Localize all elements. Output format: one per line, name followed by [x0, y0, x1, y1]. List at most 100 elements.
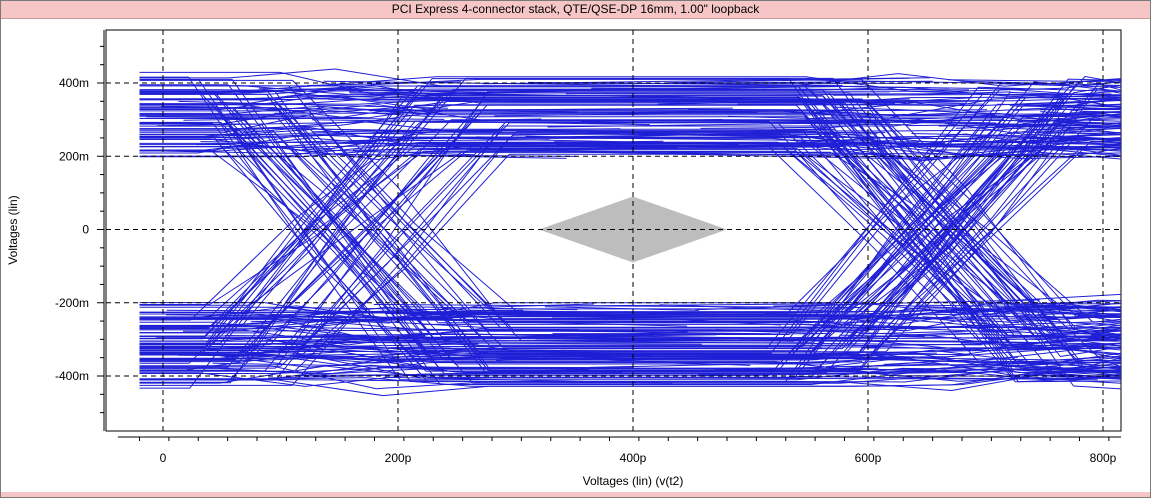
eye-trace — [668, 152, 963, 159]
eye-trace — [700, 126, 827, 129]
eye-trace — [166, 309, 612, 314]
eye-trace — [323, 80, 749, 88]
eye-trace — [773, 299, 1040, 307]
y-tick-label: 0 — [82, 223, 89, 237]
eye-trace — [883, 113, 1104, 120]
eye-trace — [311, 119, 650, 126]
eye-trace — [139, 151, 1121, 312]
eye-trace — [911, 133, 1037, 137]
eye-trace — [195, 137, 440, 146]
eye-trace — [714, 363, 949, 371]
eye-trace — [416, 367, 879, 375]
x-tick-label: 400p — [620, 451, 647, 465]
eye-trace — [512, 128, 836, 136]
eye-trace — [139, 128, 1121, 383]
eye-trace — [139, 140, 1121, 348]
eye-trace — [345, 347, 646, 352]
eye-trace — [399, 306, 578, 311]
eye-trace — [139, 126, 1121, 387]
eye-trace — [588, 119, 1005, 124]
eye-trace — [803, 123, 908, 126]
eye-trace — [1043, 366, 1121, 373]
eye-trace — [166, 150, 567, 159]
eye-trace — [200, 141, 583, 146]
eye-trace — [193, 319, 344, 327]
eye-trace — [426, 146, 778, 152]
eye-trace — [165, 314, 423, 319]
eye-trace — [895, 327, 1022, 334]
eye-trace — [710, 339, 1027, 343]
eye-trace — [1017, 118, 1121, 123]
eye-trace — [1038, 127, 1121, 135]
eye-trace — [1073, 135, 1121, 142]
eye-trace — [139, 83, 1121, 329]
eye-trace — [671, 354, 911, 359]
eye-trace — [301, 148, 475, 156]
eye-trace — [688, 108, 863, 111]
eye-trace — [380, 353, 671, 360]
eye-trace — [739, 336, 1068, 341]
eye-trace — [224, 335, 500, 339]
eye-trace — [297, 309, 524, 315]
eye-trace — [426, 319, 688, 327]
eye-trace — [565, 93, 934, 96]
y-tick-label: 200m — [59, 149, 89, 163]
eye-trace — [769, 84, 1042, 90]
eye-trace — [1009, 105, 1121, 110]
grid-group — [106, 30, 1121, 431]
eye-trace — [527, 81, 843, 86]
eye-trace — [244, 127, 499, 133]
eye-trace — [938, 124, 1121, 127]
y-axis-label: Voltages (lin) — [6, 195, 20, 264]
eye-trace — [139, 76, 1121, 323]
eye-trace — [722, 133, 878, 136]
eye-trace — [155, 336, 356, 339]
eye-trace — [139, 365, 1121, 391]
y-tick-label: -400m — [55, 369, 89, 383]
eye-trace — [839, 334, 1117, 342]
trace-group — [139, 68, 1121, 397]
eye-trace — [1024, 99, 1121, 105]
eye-trace — [352, 147, 679, 151]
bottom-bar — [1, 492, 1150, 497]
eye-trace — [556, 150, 1050, 156]
eye-trace — [1038, 360, 1121, 367]
y-tick-label: -200m — [55, 296, 89, 310]
eye-trace — [797, 323, 926, 328]
eye-trace — [527, 98, 1002, 102]
eye-trace — [139, 85, 1121, 379]
eye-trace — [139, 122, 1121, 370]
eye-trace — [850, 97, 973, 106]
eye-trace — [1014, 366, 1121, 373]
eye-trace — [950, 345, 1121, 350]
eye-trace — [250, 317, 453, 323]
x-axis-label: Voltages (lin) (v(t2) — [583, 474, 684, 488]
eye-trace — [475, 136, 867, 142]
eye-trace — [764, 307, 1068, 314]
eye-trace — [915, 304, 1121, 309]
eye-trace — [555, 143, 996, 147]
eye-trace — [1091, 307, 1121, 311]
x-tick-label: 600p — [855, 451, 882, 465]
eye-trace — [1083, 105, 1121, 108]
eye-trace — [896, 304, 1036, 312]
eye-trace — [518, 340, 983, 346]
eye-trace — [139, 130, 1121, 373]
eye-trace — [227, 346, 452, 352]
eye-trace — [697, 371, 1014, 377]
eye-trace — [1083, 332, 1121, 340]
eye-trace — [185, 378, 673, 384]
x-tick-label: 800p — [1090, 451, 1117, 465]
eye-trace — [528, 312, 788, 316]
eye-trace — [570, 358, 751, 366]
eye-trace — [243, 343, 479, 349]
eye-trace — [139, 146, 1121, 361]
title-bar: PCI Express 4-connector stack, QTE/QSE-D… — [1, 1, 1150, 19]
eye-trace — [947, 140, 1121, 146]
eye-trace — [1013, 315, 1121, 323]
eye-trace — [547, 121, 945, 128]
x-tick-label: 0 — [160, 451, 167, 465]
eye-trace — [139, 130, 1121, 370]
eye-trace — [139, 71, 1121, 357]
eye-trace — [769, 78, 1070, 85]
